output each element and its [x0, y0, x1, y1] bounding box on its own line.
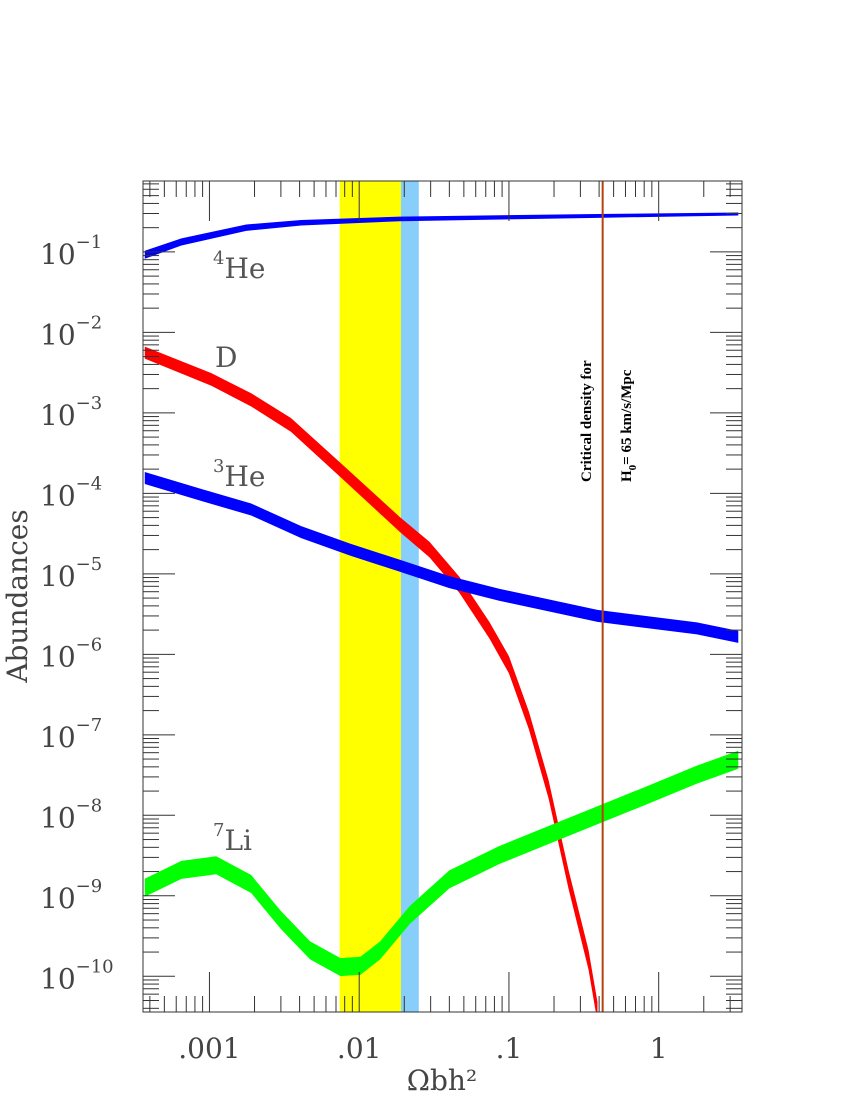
curve-label-3He: 3He [213, 456, 265, 493]
curve-4He [144, 212, 739, 259]
curve-3He [144, 472, 739, 643]
annotation-line-1: Critical density for [579, 360, 595, 482]
annotation-h: H [619, 470, 635, 482]
annotation-h-subscript: 0 [627, 464, 639, 470]
critical-density-annotation: Critical density for H0= 65 km/s/Mpc [579, 360, 639, 482]
y-tick-label: 10−3 [40, 393, 102, 432]
x-tick-label: 1 [650, 1032, 668, 1065]
curve-labels: 4He D 3He 7Li [213, 248, 265, 857]
annotation-value: = 65 km/s/Mpc [619, 369, 635, 465]
tick-labels: .001 .01 .1 1 10−1 10−2 10−3 10−4 10−5 10−6 10−7 10… [40, 232, 668, 1065]
y-tick-label: 10−5 [40, 554, 102, 593]
y-tick-label: 10−7 [40, 715, 102, 754]
x-tick-label: .001 [178, 1032, 240, 1065]
annotation-line-2: H0= 65 km/s/Mpc [619, 369, 639, 482]
y-tick-label: 10−1 [40, 232, 102, 271]
x-axis-label: Ωbh² [407, 1064, 477, 1097]
bands [339, 181, 419, 1012]
curve-7Li [144, 750, 739, 977]
y-tick-label: 10−2 [40, 312, 102, 351]
curves [144, 212, 739, 1012]
ticks [143, 181, 742, 1012]
curve-label-D: D [215, 341, 237, 374]
y-axis-label: Abundances [1, 509, 34, 683]
y-tick-label: 10−8 [40, 795, 102, 834]
y-tick-label: 10−10 [40, 956, 114, 995]
band-0 [339, 181, 401, 1012]
x-tick-label: .01 [337, 1032, 382, 1065]
curve-label-4He: 4He [213, 248, 265, 285]
y-tick-label: 10−6 [40, 634, 102, 673]
band-1 [400, 181, 419, 1012]
x-tick-label: .1 [496, 1032, 523, 1065]
y-tick-label: 10−9 [40, 876, 102, 915]
curve-label-7Li: 7Li [213, 820, 252, 857]
y-tick-label: 10−4 [40, 473, 102, 512]
plot-frame [142, 180, 743, 1013]
